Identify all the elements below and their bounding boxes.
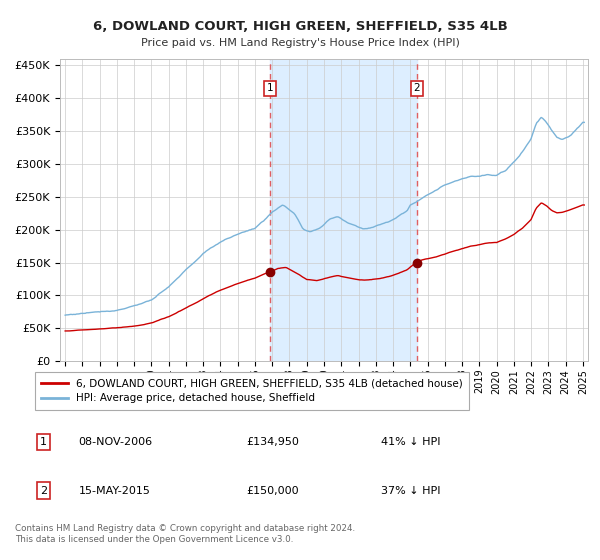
Text: 2: 2 <box>40 486 47 496</box>
Text: Contains HM Land Registry data © Crown copyright and database right 2024.
This d: Contains HM Land Registry data © Crown c… <box>15 524 355 544</box>
Text: 41% ↓ HPI: 41% ↓ HPI <box>381 437 440 447</box>
Text: £134,950: £134,950 <box>246 437 299 447</box>
Text: 2: 2 <box>413 83 420 94</box>
Text: 1: 1 <box>266 83 273 94</box>
Text: Price paid vs. HM Land Registry's House Price Index (HPI): Price paid vs. HM Land Registry's House … <box>140 38 460 48</box>
Bar <box>269 59 416 361</box>
Text: £150,000: £150,000 <box>246 486 299 496</box>
Text: 15-MAY-2015: 15-MAY-2015 <box>79 486 151 496</box>
Text: 1: 1 <box>40 437 47 447</box>
Text: 37% ↓ HPI: 37% ↓ HPI <box>381 486 440 496</box>
Legend: 6, DOWLAND COURT, HIGH GREEN, SHEFFIELD, S35 4LB (detached house), HPI: Average : 6, DOWLAND COURT, HIGH GREEN, SHEFFIELD,… <box>35 372 469 410</box>
Text: 6, DOWLAND COURT, HIGH GREEN, SHEFFIELD, S35 4LB: 6, DOWLAND COURT, HIGH GREEN, SHEFFIELD,… <box>92 20 508 32</box>
Text: 08-NOV-2006: 08-NOV-2006 <box>79 437 153 447</box>
